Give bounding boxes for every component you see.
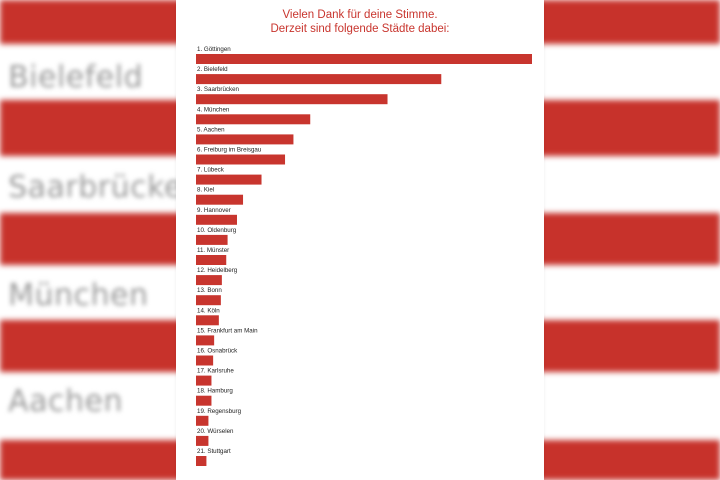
bar-label: 13. Bonn <box>197 287 222 294</box>
background-label: . München <box>0 278 149 313</box>
bar <box>196 295 221 306</box>
bar-label: 3. Saarbrücken <box>197 86 240 93</box>
bar-label: 20. Würselen <box>197 428 234 435</box>
bar <box>196 94 388 105</box>
bar-label: 2. Bielefeld <box>197 66 228 73</box>
bar <box>196 214 237 225</box>
bar <box>196 255 227 265</box>
background-label: . Saarbrücken <box>0 170 203 205</box>
bar <box>196 355 214 366</box>
bar-label: 7. Lübeck <box>197 167 225 174</box>
bar <box>196 395 212 406</box>
bar <box>196 275 222 286</box>
bar-label: 4. München <box>197 106 230 113</box>
bar <box>196 154 286 165</box>
bar <box>196 375 212 386</box>
bar-label: 5. Aachen <box>197 126 225 133</box>
bar-label: 18. Hamburg <box>197 388 233 395</box>
chart-panel: Vielen Dank für deine Stimme. Derzeit si… <box>176 0 544 480</box>
bar <box>196 415 209 426</box>
bar <box>196 194 244 205</box>
bar <box>196 435 209 446</box>
bar-label: 16. Osnabrück <box>197 348 238 355</box>
chart-title-line-1: Vielen Dank für deine Stimme. <box>282 9 438 21</box>
bar-label: 8. Kiel <box>197 187 214 194</box>
bar-chart: 1. Göttingen 2. Bielefeld 3. Saarbrücken 4.… <box>196 46 532 466</box>
bar-label: 14. Köln <box>197 307 220 314</box>
background-label: . Aachen <box>0 384 123 419</box>
bar <box>196 74 442 85</box>
bar-label: 12. Heidelberg <box>197 267 238 274</box>
bar-label: 21. Stuttgart <box>197 448 231 455</box>
bar-label: 10. Oldenburg <box>197 227 237 234</box>
bar-label: 11. Münster <box>197 247 229 254</box>
bar <box>196 315 219 326</box>
bar <box>196 335 215 346</box>
chart-title-line-2: Derzeit sind folgende Städte dabei: <box>270 23 450 35</box>
bar-label: 9. Hannover <box>197 207 231 214</box>
bar-label: 17. Karlsruhe <box>197 368 234 375</box>
bar <box>196 174 262 185</box>
bar <box>196 134 294 145</box>
bar-label: 19. Regensburg <box>197 408 242 415</box>
bar <box>196 234 228 245</box>
bar <box>196 54 532 64</box>
bar <box>196 114 311 125</box>
background-label: . Bielefeld <box>0 60 144 95</box>
bar-label: 1. Göttingen <box>197 46 231 53</box>
bar <box>196 456 207 466</box>
bar-label: 6. Freiburg im Breisgau <box>197 147 262 154</box>
bar-label: 15. Frankfurt am Main <box>197 327 258 334</box>
